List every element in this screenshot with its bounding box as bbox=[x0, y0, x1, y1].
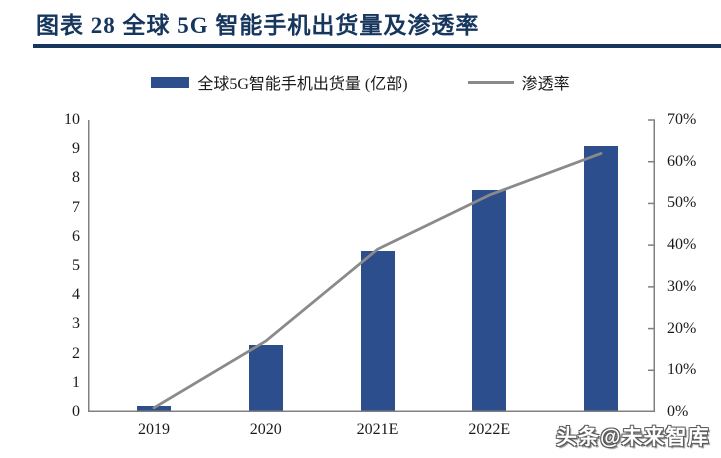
left-tick-2: 2 bbox=[72, 344, 80, 362]
right-tick-0%: 0% bbox=[667, 403, 689, 420]
right-tick-20%: 20% bbox=[667, 319, 697, 337]
bar-2022E bbox=[472, 190, 507, 412]
legend-item-shipments: 全球5G智能手机出货量 (亿部) bbox=[151, 70, 408, 94]
legend-label-shipments: 全球5G智能手机出货量 (亿部) bbox=[197, 76, 408, 93]
bar-2020 bbox=[248, 344, 283, 412]
left-tick-3: 3 bbox=[72, 315, 80, 333]
plot-area bbox=[88, 119, 655, 412]
right-tick-50%: 50% bbox=[667, 194, 697, 212]
legend-label-penetration: 渗透率 bbox=[521, 76, 570, 93]
left-tick-7: 7 bbox=[72, 198, 80, 216]
figure-title: 图表 28 全球 5G 智能手机出货量及渗透率 bbox=[36, 13, 480, 38]
penetration-line bbox=[152, 152, 603, 410]
axes-and-line-layer bbox=[88, 119, 655, 412]
chart-legend: 全球5G智能手机出货量 (亿部) 渗透率 bbox=[0, 70, 721, 94]
x-tick-2020: 2020 bbox=[249, 421, 282, 438]
left-tick-0: 0 bbox=[72, 403, 80, 420]
left-tick-10: 10 bbox=[64, 111, 80, 128]
legend-item-penetration: 渗透率 bbox=[422, 70, 570, 94]
bar-series-swatch bbox=[151, 76, 190, 88]
left-tick-5: 5 bbox=[72, 257, 80, 274]
bar-2021E bbox=[360, 251, 395, 412]
x-tick-2019: 2019 bbox=[138, 421, 170, 438]
line-series-swatch bbox=[467, 80, 514, 84]
x-tick-2021E: 2021E bbox=[356, 421, 399, 438]
left-tick-4: 4 bbox=[72, 286, 80, 304]
right-tick-40%: 40% bbox=[667, 236, 697, 254]
x-tick-2022E: 2022E bbox=[468, 421, 511, 438]
right-tick-30%: 30% bbox=[667, 277, 697, 295]
right-tick-70%: 70% bbox=[667, 111, 697, 128]
right-tick-60%: 60% bbox=[667, 152, 697, 170]
left-tick-8: 8 bbox=[72, 169, 80, 187]
bar-col5 bbox=[584, 146, 618, 412]
left-tick-9: 9 bbox=[72, 140, 80, 158]
right-tick-10%: 10% bbox=[667, 361, 697, 379]
left-tick-6: 6 bbox=[72, 227, 80, 245]
watermark: 头条@未来智库 bbox=[556, 426, 710, 449]
title-underline bbox=[33, 44, 721, 48]
left-tick-1: 1 bbox=[72, 373, 80, 391]
